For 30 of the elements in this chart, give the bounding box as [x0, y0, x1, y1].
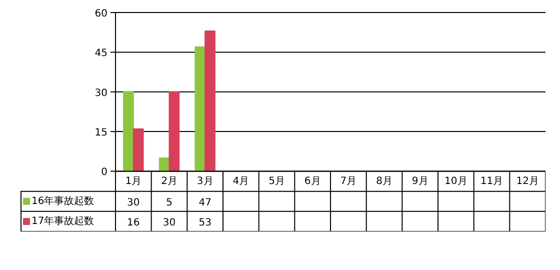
x-tick-label: 4月	[232, 176, 250, 187]
y-tick-label: 15	[94, 128, 108, 139]
y-tick-label: 30	[94, 88, 108, 99]
x-tick-label: 8月	[376, 176, 392, 187]
y-tick-label: 60	[94, 8, 108, 20]
x-tick-label: 12月	[516, 176, 539, 187]
data-label: 5	[166, 197, 172, 208]
bar	[168, 91, 180, 172]
x-tick-label: 9月	[412, 176, 428, 187]
x-tick-label: 5月	[268, 176, 285, 187]
data-label: 30	[162, 217, 176, 228]
x-tick-label: 6月	[304, 176, 321, 187]
data-label: 47	[198, 197, 212, 208]
y-tick-label: 45	[94, 48, 108, 60]
data-label: 16	[127, 217, 140, 228]
y-tick-label: 0	[101, 167, 108, 178]
bar	[204, 30, 216, 172]
x-tick-label: 1月	[125, 176, 142, 187]
x-tick-label: 3月	[196, 176, 214, 187]
bar	[132, 128, 144, 172]
legend-label: 16年事故起数	[32, 194, 94, 207]
legend-label: 17年事故起数	[32, 214, 94, 227]
data-label: 53	[198, 217, 212, 228]
x-tick-label: 2月	[161, 176, 178, 187]
x-tick-label: 7月	[340, 176, 357, 187]
bar	[194, 46, 206, 172]
bar	[123, 91, 134, 172]
x-tick-label: 11月	[480, 176, 504, 187]
data-label: 30	[127, 197, 140, 208]
x-tick-label: 10月	[444, 176, 468, 187]
